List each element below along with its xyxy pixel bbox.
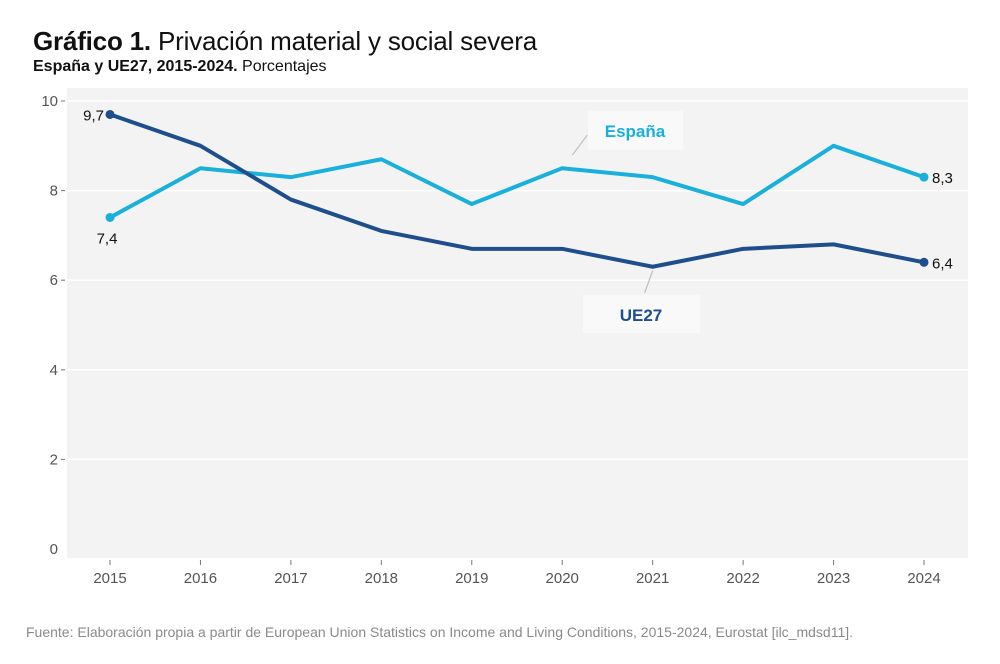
x-tick-label: 2020 bbox=[546, 570, 579, 587]
data-label-ue27-2015: 9,7 bbox=[83, 107, 104, 124]
espana-leader-line bbox=[571, 134, 588, 156]
data-label-espana-2024: 8,3 bbox=[932, 170, 953, 187]
chart-title-text: Privación material y social severa bbox=[157, 26, 537, 56]
espana-label-box bbox=[588, 111, 683, 150]
series-label-espana: España bbox=[605, 122, 666, 141]
series-label-ue27: UE27 bbox=[620, 306, 663, 325]
y-tick-label: 4 bbox=[50, 362, 58, 379]
x-tick-label: 2021 bbox=[636, 570, 669, 587]
y-tick-label: 10 bbox=[41, 93, 58, 110]
series-lines bbox=[105, 109, 929, 269]
source-note: Fuente: Elaboración propia a partir de E… bbox=[26, 624, 854, 640]
x-tick-label: 2015 bbox=[93, 570, 126, 587]
ue27-label-box bbox=[583, 295, 700, 333]
x-axis: 2015 2016 2017 2018 2019 2020 2021 2022 2023 2024 bbox=[93, 560, 941, 587]
chart-title-bold: Gráfico 1. bbox=[33, 26, 151, 56]
data-point-ue27-2015 bbox=[105, 109, 115, 119]
y-tick-label: 2 bbox=[50, 451, 58, 468]
data-label-ue27-2024: 6,4 bbox=[932, 255, 953, 272]
x-tick-label: 2022 bbox=[726, 570, 759, 587]
x-tick-label: 2019 bbox=[455, 570, 488, 587]
chart-subtitle-bold: España y UE27, 2015-2024. bbox=[33, 58, 238, 75]
chart-subtitle: España y UE27, 2015-2024. Porcentajes bbox=[33, 58, 327, 76]
gridlines bbox=[67, 100, 968, 461]
plot-area bbox=[67, 88, 968, 558]
series-line-ue27 bbox=[109, 112, 925, 269]
y-tick-label: 6 bbox=[50, 272, 58, 289]
data-label-espana-2015: 7,4 bbox=[97, 230, 118, 247]
x-tick-label: 2017 bbox=[274, 570, 307, 587]
x-tick-label: 2016 bbox=[184, 570, 217, 587]
chart-subtitle-text: Porcentajes bbox=[242, 58, 327, 75]
y-tick-label: 8 bbox=[50, 183, 58, 200]
y-tick-label: 0 bbox=[50, 541, 58, 558]
chart-title: Gráfico 1. Privación material y social s… bbox=[33, 26, 537, 57]
data-point-ue27-2024 bbox=[919, 257, 929, 267]
x-tick-label: 2018 bbox=[365, 570, 398, 587]
ue27-leader-line bbox=[644, 270, 654, 293]
x-tick-label: 2024 bbox=[907, 570, 940, 587]
data-point-espana-2024 bbox=[919, 172, 929, 182]
y-axis: 0 2 4 6 8 10 bbox=[41, 93, 65, 558]
x-tick-label: 2023 bbox=[817, 570, 850, 587]
data-point-espana-2015 bbox=[105, 212, 115, 222]
